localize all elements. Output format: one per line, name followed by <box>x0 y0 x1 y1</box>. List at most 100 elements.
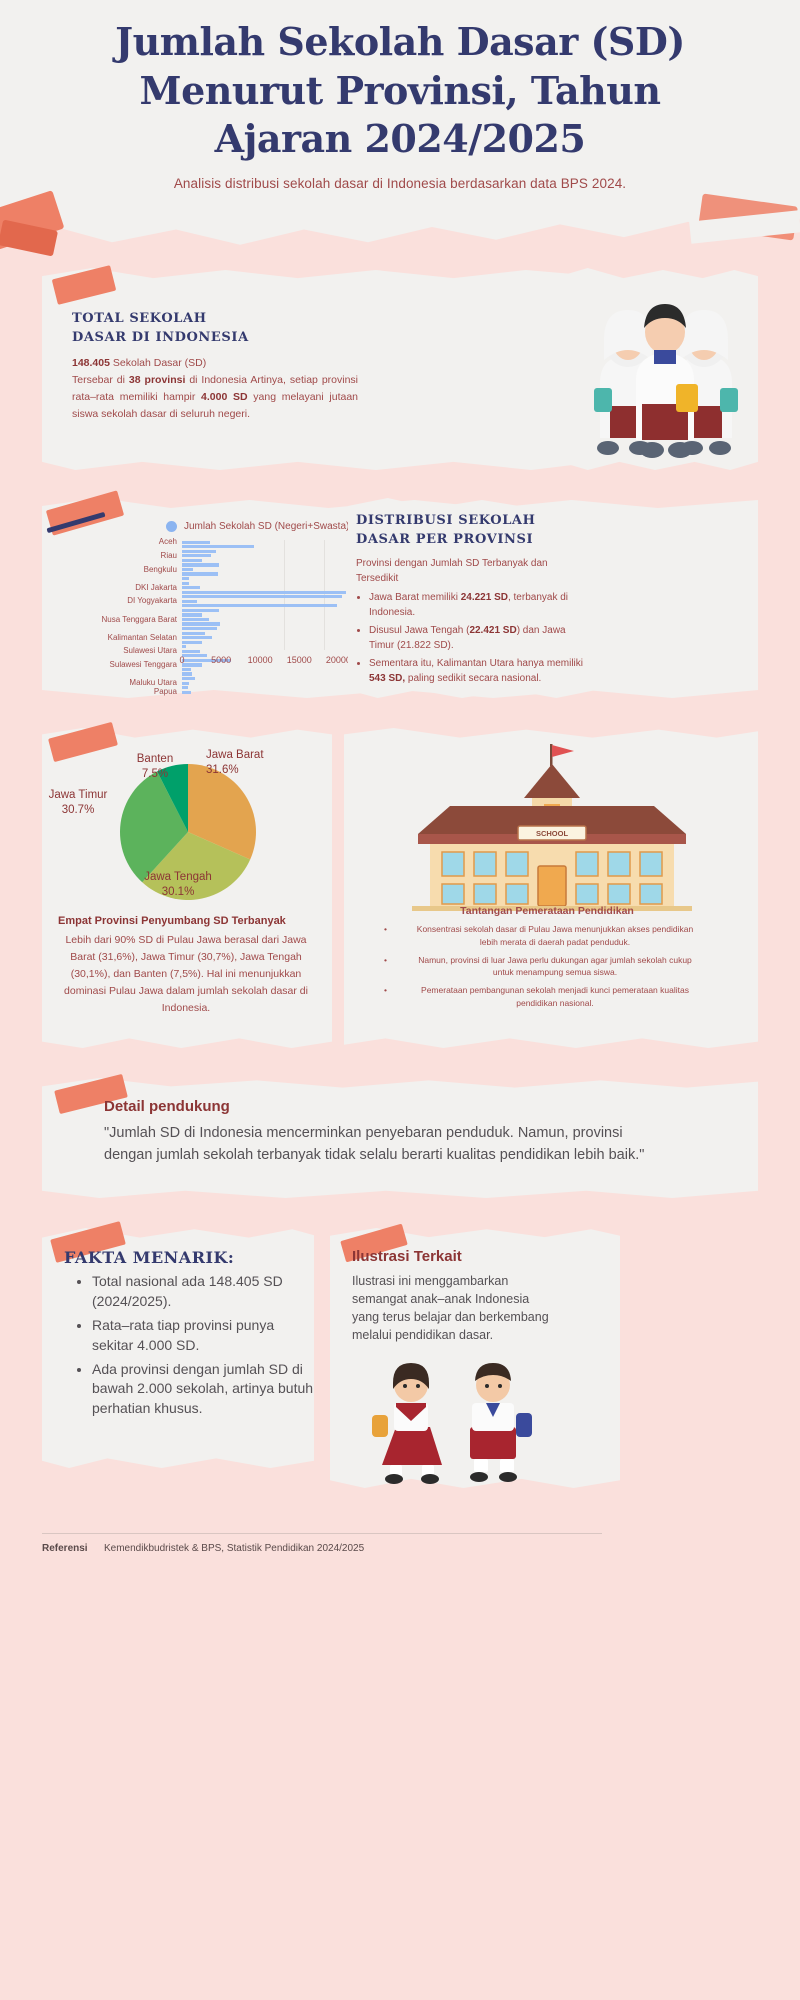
legend-dot-icon <box>166 521 177 532</box>
pie-slice <box>142 832 251 900</box>
bar-fill <box>182 554 211 558</box>
bar-track <box>182 640 354 645</box>
total-card-stat-line: 148.405 Sekolah Dasar (SD) <box>72 355 358 372</box>
pie-label-jawa-tengah: Jawa Tengah 30.1% <box>130 870 226 899</box>
bar-track <box>182 658 354 663</box>
bar-row <box>60 590 360 595</box>
bar-row <box>60 622 360 627</box>
bar-category-label: Sulawesi Tenggara <box>109 660 177 670</box>
bar-track <box>182 686 354 691</box>
pie-label-jawa-barat-name: Jawa Barat <box>206 749 264 761</box>
page-title-line3: Ajaran 2024/2025 <box>214 116 586 162</box>
bar-fill <box>182 636 213 640</box>
kids-illustration <box>372 1363 532 1484</box>
chart-legend: Jumlah Sekolah SD (Negeri+Swasta) <box>166 521 349 532</box>
bar-row <box>60 545 360 550</box>
pie-caption-title: Empat Provinsi Penyumbang SD Terbanyak <box>58 915 286 927</box>
illustration-text: Ilustrasi ini menggambarkan semangat ana… <box>352 1274 549 1343</box>
bar-row <box>60 676 360 681</box>
total-card-title: TOTAL SEKOLAH DASAR DI INDONESIA <box>72 310 358 348</box>
illustration-title: Ilustrasi Terkait <box>352 1248 462 1265</box>
bar-fill <box>182 595 343 599</box>
footer-divider <box>42 1533 602 1534</box>
bar-row <box>60 631 360 636</box>
distribution-bullet-list: Jawa Barat memiliki 24.221 SD, terbanyak… <box>369 590 584 686</box>
bar-fill <box>182 672 193 676</box>
bar-track <box>182 599 354 604</box>
bar-row: Kalimantan Selatan <box>60 632 360 642</box>
bar-track <box>182 549 354 554</box>
total-card-title-line2: DASAR DI INDONESIA <box>72 329 249 345</box>
bar-track <box>182 590 354 595</box>
distribution-content: DISTRIBUSI SEKOLAH DASAR PER PROVINSI Pr… <box>356 512 584 689</box>
bar-category-label: Kalimantan Selatan <box>107 632 177 642</box>
bar-track <box>182 558 354 563</box>
bar-row: Riau <box>60 551 360 559</box>
pie-label-jawa-timur-value: 30.7% <box>61 803 95 816</box>
bar-row: Aceh <box>60 538 360 546</box>
bar-track <box>182 585 354 590</box>
page-subtitle: Analisis distribusi sekolah dasar di Ind… <box>173 176 627 191</box>
distribution-title-line1: DISTRIBUSI SEKOLAH <box>356 513 536 528</box>
distribution-card <box>348 498 596 698</box>
bar-fill <box>182 604 337 608</box>
distribution-bullet: Jawa Barat memiliki 24.221 SD, terbanyak… <box>369 590 584 620</box>
bar-row: DI Yogyakarta <box>60 596 360 606</box>
pie-label-jawa-timur: Jawa Timur 30.7% <box>38 788 118 817</box>
bar-category-label: DI Yogyakarta <box>127 596 177 606</box>
quote-card <box>42 1078 758 1198</box>
bar-fill <box>182 645 187 649</box>
bar-fill <box>182 590 347 594</box>
distribution-title-line2: DASAR PER PROVINSI <box>356 531 534 547</box>
bar-category-label: Bengkulu <box>143 564 177 574</box>
bar-row <box>60 576 360 581</box>
bar-track <box>182 604 354 609</box>
bar-row: Sulawesi Utara <box>60 647 360 655</box>
bar-track <box>182 545 354 550</box>
pie-label-jawa-tengah-value: 30.1% <box>161 885 195 898</box>
bar-fill <box>182 545 254 549</box>
bar-fill <box>182 576 189 581</box>
fact-item: Ada provinsi dengan jumlah SD di bawah 2… <box>92 1360 314 1420</box>
x-axis-tick: 20000 <box>325 655 351 665</box>
total-body-part2: di Indonesia Artinya, setiap provinsi ra… <box>72 373 358 403</box>
pie-caption: Empat Provinsi Penyumbang SD Terbanyak L… <box>58 915 314 1017</box>
bar-fill <box>182 572 218 576</box>
total-card-stat-value: 148.405 <box>72 356 110 369</box>
bar-track <box>182 649 354 654</box>
bar-track <box>182 576 354 581</box>
bar-row <box>60 595 360 600</box>
bar-fill <box>182 640 203 644</box>
challenges-title: Tantangan Pemerataan Pendidikan <box>460 905 634 917</box>
pie-slice <box>157 764 188 832</box>
bar-fill <box>182 626 218 631</box>
bar-track <box>182 613 354 618</box>
bar-category-label: Nusa Tenggara Barat <box>101 614 177 624</box>
gridline-5000 <box>284 540 285 650</box>
challenge-item: Konsentrasi sekolah dasar di Pulau Jawa … <box>384 923 726 949</box>
total-body-bold1: 38 provinsi <box>128 373 186 386</box>
bar-row <box>60 640 360 645</box>
bar-row: Bengkulu <box>60 564 360 574</box>
bar-fill <box>182 649 200 653</box>
bar-row: Nusa Tenggara Barat <box>60 614 360 624</box>
bar-fill <box>182 622 221 626</box>
total-body-bold2: 4.000 SD <box>201 390 248 403</box>
pie-slice <box>188 764 256 860</box>
bar-fill <box>182 613 202 617</box>
bar-row <box>60 686 360 691</box>
pie-label-jawa-timur-name: Jawa Timur <box>48 789 108 801</box>
bar-track <box>182 667 354 672</box>
total-body-part3: yang melayani jutaan siswa sekolah dasar… <box>72 390 358 420</box>
bar-fill <box>182 540 210 544</box>
school-sign-text: SCHOOL <box>536 829 569 838</box>
bar-track <box>182 672 354 677</box>
bar-row <box>60 672 360 677</box>
school-building-illustration: SCHOOL <box>412 744 692 911</box>
total-body-part1: Tersebar di <box>72 373 129 386</box>
fact-item: Total nasional ada 148.405 SD (2024/2025… <box>92 1272 314 1312</box>
bar-row: DKI Jakarta <box>60 583 360 591</box>
bar-track <box>182 617 354 622</box>
bar-fill <box>182 586 200 590</box>
bar-row <box>60 654 360 659</box>
